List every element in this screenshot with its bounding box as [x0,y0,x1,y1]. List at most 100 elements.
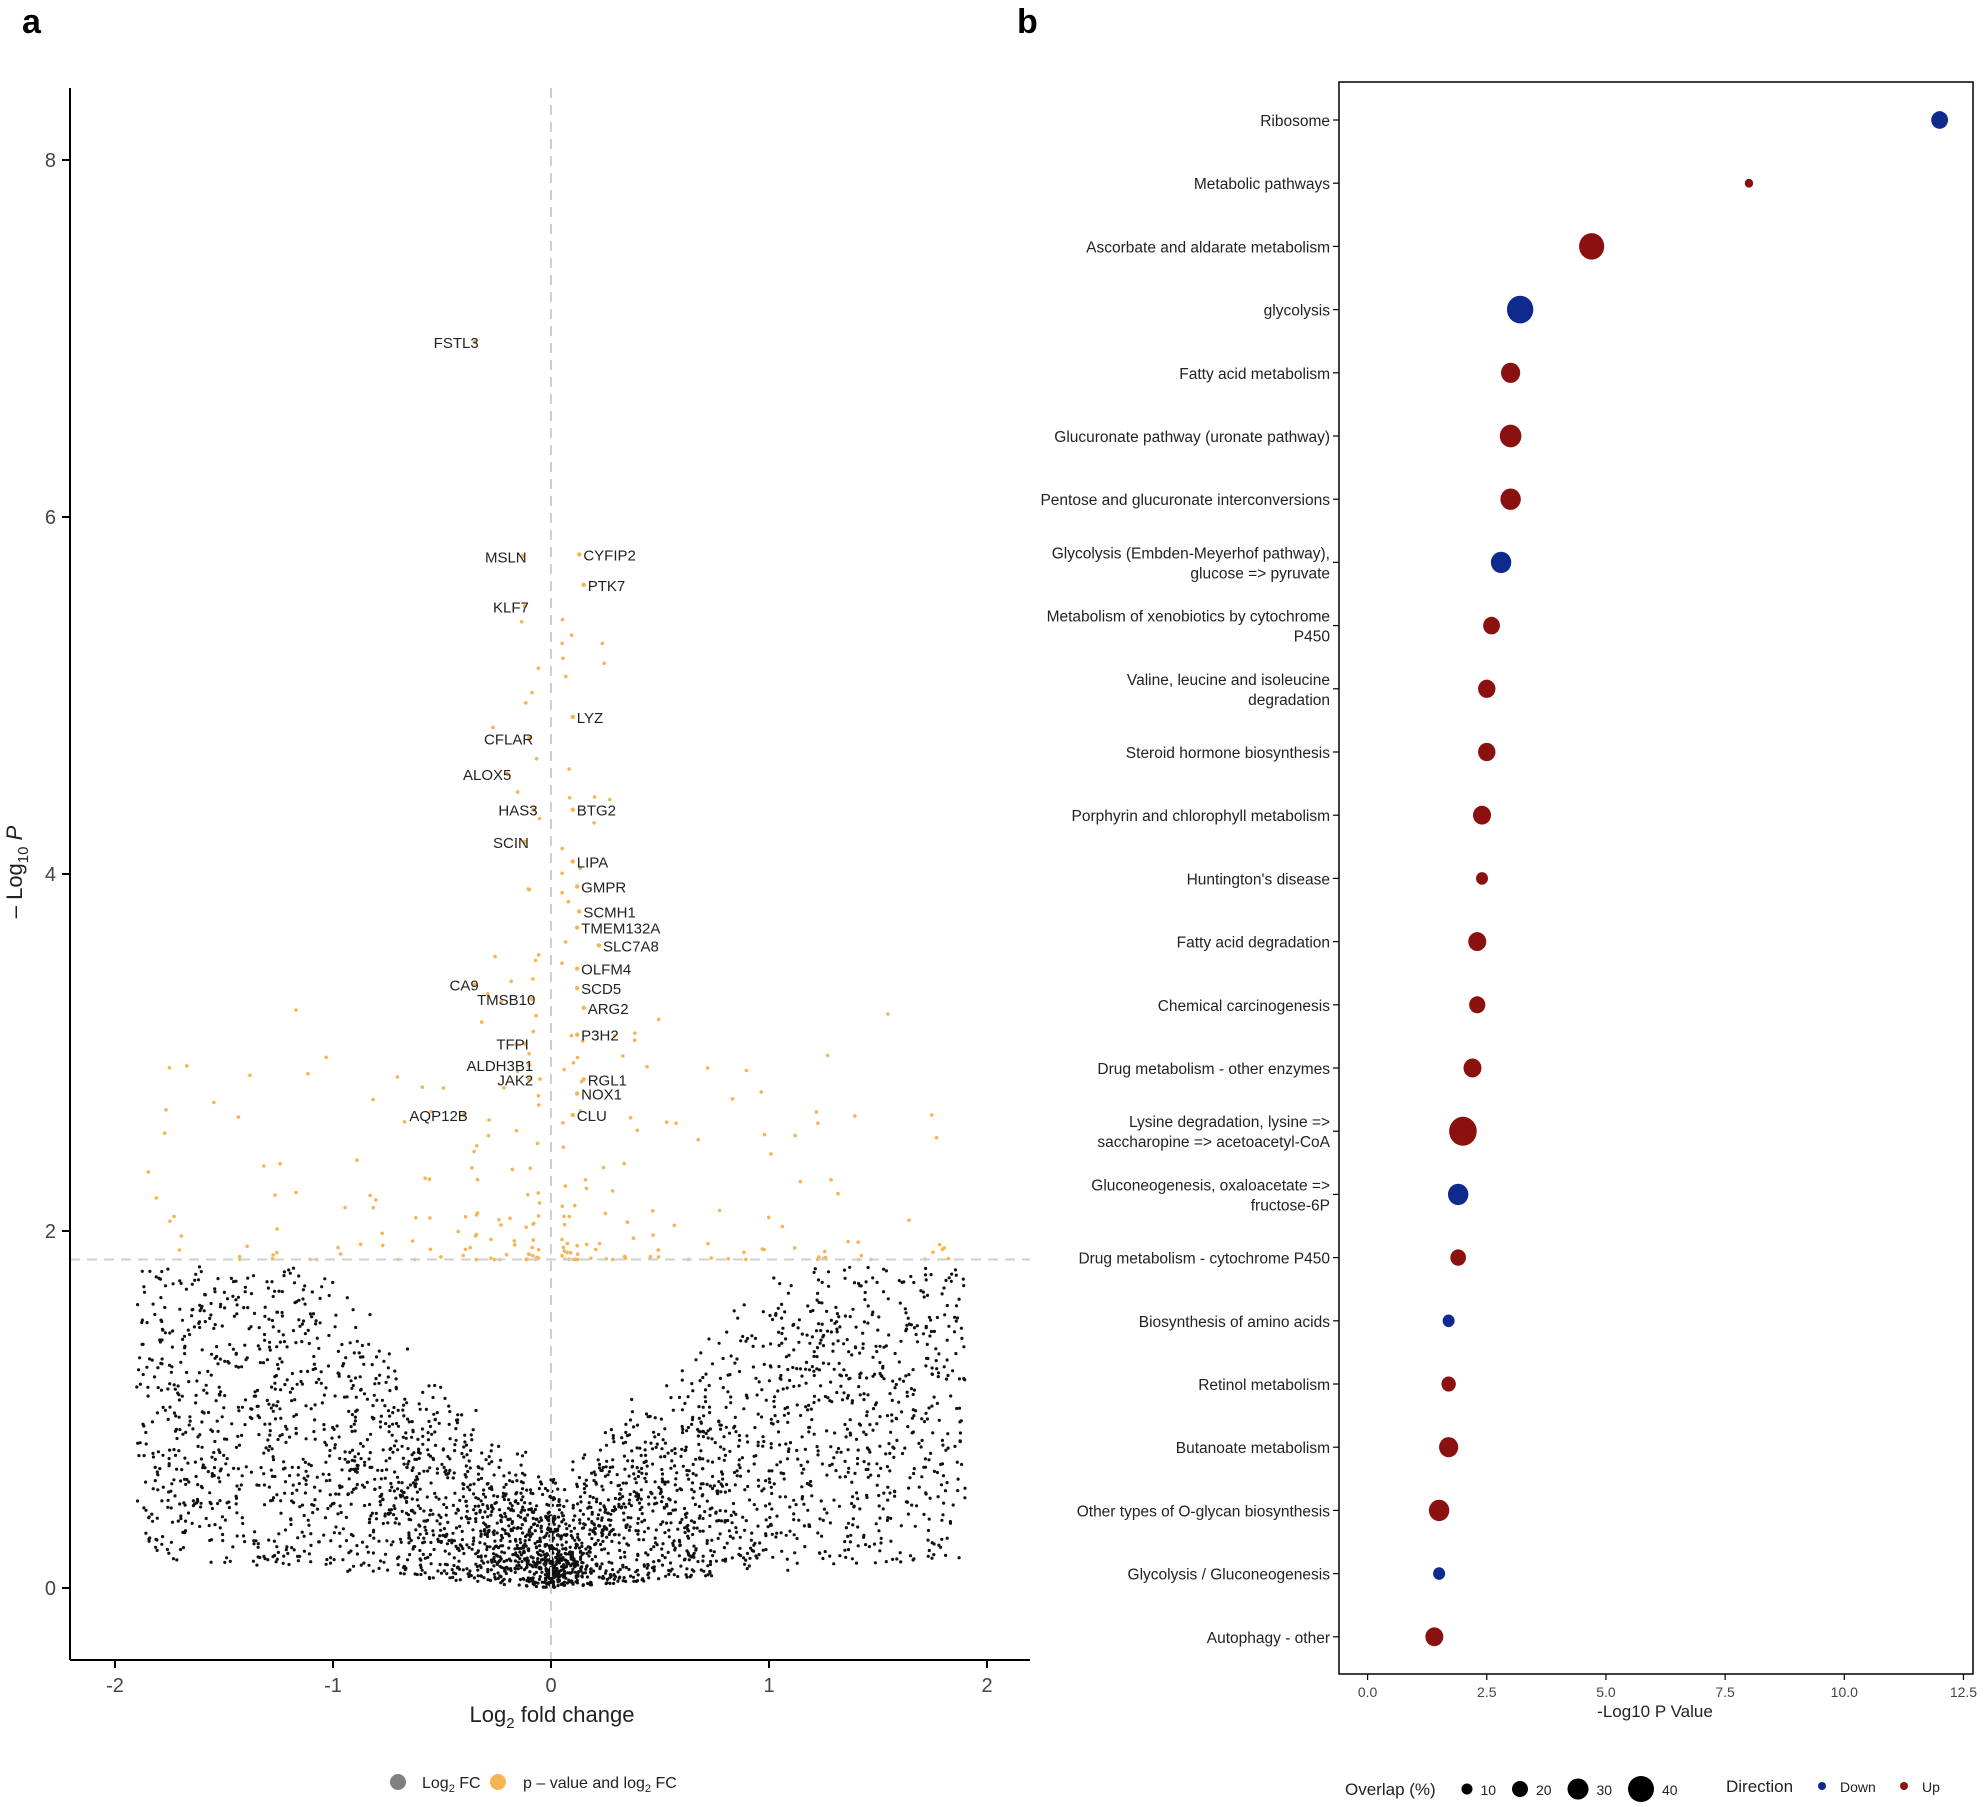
volcano-point-nonsig [768,1515,772,1520]
pathway-row: Glycolysis (Embden-Meyerhof pathway),glu… [1052,545,1512,582]
volcano-point-nonsig [484,1458,488,1462]
volcano-point-sig [705,1066,710,1070]
volcano-point-nonsig [870,1313,874,1317]
volcano-point-nonsig [137,1368,141,1372]
volcano-point-nonsig [281,1561,285,1565]
volcano-point-nonsig [341,1558,345,1562]
volcano-point-nonsig [904,1374,908,1378]
volcano-point-nonsig [585,1551,589,1556]
pathway-row: Ribosome [1260,111,1949,130]
volcano-point-nonsig [505,1558,509,1562]
volcano-point-nonsig [237,1443,242,1447]
volcano-point-nonsig [426,1469,430,1473]
volcano-point-nonsig [738,1474,743,1478]
volcano-point-nonsig [710,1538,714,1542]
volcano-point-nonsig [359,1442,363,1446]
volcano-point-nonsig [844,1526,849,1530]
volcano-point-nonsig [486,1570,490,1574]
volcano-point-nonsig [756,1444,760,1448]
volcano-point-nonsig [500,1536,504,1540]
volcano-point-nonsig [394,1517,398,1521]
volcano-point-nonsig [480,1559,484,1563]
volcano-point-nonsig [507,1524,511,1528]
volcano-point-nonsig [508,1539,512,1543]
volcano-point-nonsig [588,1528,592,1532]
volcano-point-nonsig [479,1499,483,1503]
volcano-point-nonsig [572,1526,577,1530]
volcano-point-nonsig [163,1408,167,1412]
volcano-point-nonsig [735,1357,739,1361]
volcano-point-sig [538,1077,542,1081]
volcano-point-nonsig [701,1457,705,1461]
volcano-point-sig [536,953,541,957]
volcano-point-nonsig [782,1413,787,1417]
volcano-point-nonsig [871,1428,875,1432]
pathway-label: Drug metabolism - cytochrome P450 [1078,1251,1330,1268]
volcano-point-nonsig [159,1296,163,1300]
volcano-point-nonsig [837,1315,841,1319]
volcano-point-sig [562,1249,567,1253]
volcano-point-nonsig [396,1448,400,1452]
volcano-point-nonsig [431,1512,435,1516]
volcano-point-nonsig [865,1410,869,1414]
volcano-point-nonsig [395,1556,399,1560]
volcano-point-nonsig [708,1411,712,1415]
volcano-point-nonsig [832,1367,836,1371]
volcano-point-nonsig [612,1505,617,1509]
volcano-point-nonsig [660,1477,664,1481]
volcano-point-nonsig [502,1474,506,1478]
volcano-point-nonsig [244,1465,248,1469]
volcano-point-sig [656,1248,661,1252]
volcano-point-nonsig [265,1280,269,1284]
volcano-point-nonsig [197,1321,201,1325]
volcano-point-nonsig [935,1315,940,1320]
volcano-point-nonsig [290,1387,294,1391]
volcano-point-nonsig [368,1517,372,1521]
volcano-point-nonsig [681,1427,685,1431]
volcano-point-nonsig [646,1562,650,1567]
volcano-point-sig [502,1086,506,1090]
volcano-point-sig [531,1238,536,1242]
volcano-point-nonsig [434,1495,438,1499]
volcano-point-nonsig [161,1453,165,1457]
volcano-point-nonsig [496,1494,500,1499]
volcano-point-nonsig [898,1377,902,1381]
volcano-point-nonsig [555,1533,560,1537]
volcano-point-nonsig [692,1490,696,1494]
volcano-point-nonsig [655,1442,659,1446]
volcano-point-nonsig [954,1352,958,1356]
volcano-point-nonsig [418,1451,422,1455]
volcano-point-nonsig [515,1553,519,1558]
volcano-point-nonsig [475,1564,479,1569]
volcano-point-nonsig [631,1459,635,1463]
volcano-point-nonsig [926,1528,931,1533]
volcano-point-nonsig [799,1463,803,1467]
volcano-point-nonsig [506,1532,510,1536]
volcano-point-sig [371,1205,376,1210]
volcano-point-nonsig [819,1384,823,1388]
size-legend-dot [1512,1781,1528,1797]
volcano-point-nonsig [309,1532,313,1536]
volcano-point-nonsig [454,1511,458,1515]
volcano-point-nonsig [314,1319,318,1323]
volcano-point-nonsig [646,1526,650,1530]
volcano-point-sig [497,1218,501,1222]
volcano-point-sig [859,1253,864,1258]
volcano-point-nonsig [336,1512,340,1516]
volcano-point-nonsig [866,1321,870,1325]
volcano-point-nonsig [903,1446,907,1450]
volcano-point-nonsig [476,1555,480,1559]
volcano-point-nonsig [761,1444,765,1448]
pathway-label: Pentose and glucuronate interconversions [1040,492,1330,509]
volcano-point-nonsig [561,1514,565,1518]
volcano-point-nonsig [479,1529,483,1533]
volcano-point-nonsig [862,1398,866,1402]
volcano-point-nonsig [856,1456,860,1461]
volcano-point-nonsig [137,1454,141,1458]
volcano-point-nonsig [501,1544,505,1548]
volcano-point-nonsig [745,1336,750,1341]
volcano-point-sig [275,1250,279,1255]
volcano-point-nonsig [634,1570,638,1574]
volcano-point-nonsig [780,1316,784,1320]
volcano-point-sig [562,1222,567,1227]
